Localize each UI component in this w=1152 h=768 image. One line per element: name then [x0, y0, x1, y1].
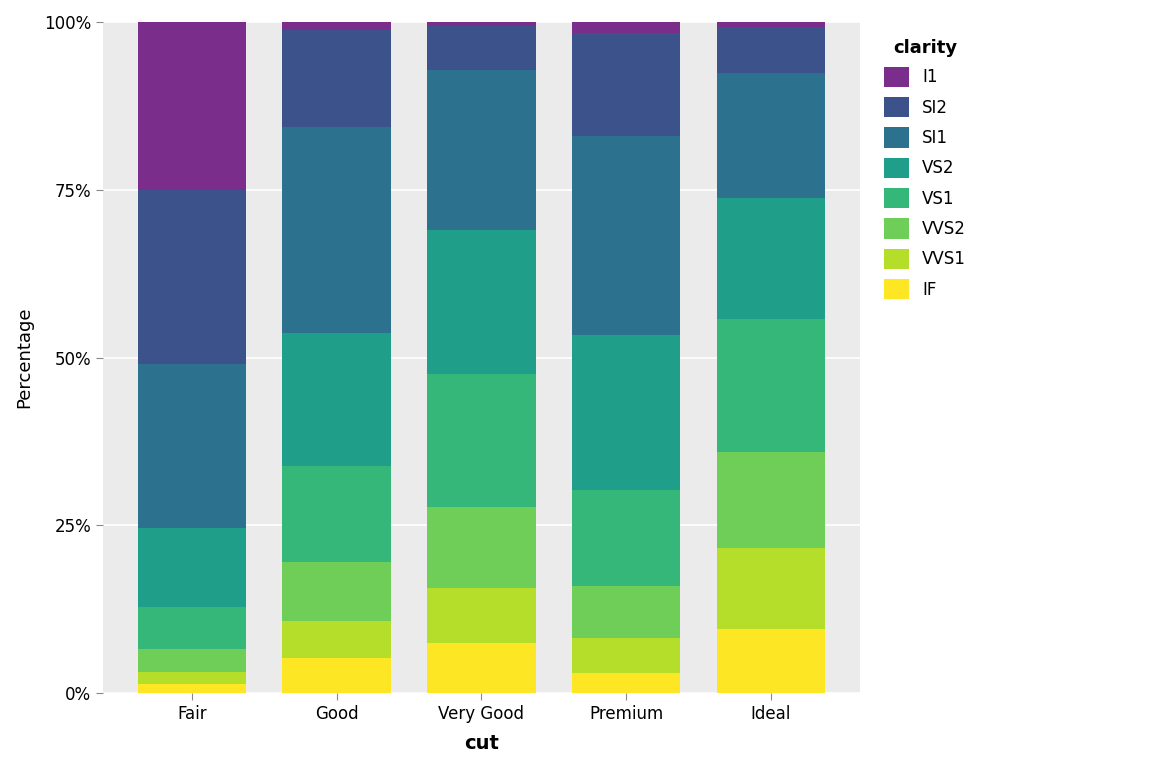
Bar: [282, 466, 391, 562]
Bar: [571, 34, 681, 136]
Bar: [717, 629, 825, 693]
Legend: I1, SI2, SI1, VS2, VS1, VVS2, VVS1, IF: I1, SI2, SI1, VS2, VS1, VVS2, VVS1, IF: [876, 30, 975, 308]
Bar: [282, 127, 391, 333]
Bar: [427, 507, 536, 588]
Bar: [282, 30, 391, 127]
Bar: [717, 27, 825, 73]
Bar: [137, 671, 247, 684]
Bar: [427, 26, 536, 71]
Bar: [427, 71, 536, 230]
Bar: [571, 335, 681, 490]
Bar: [427, 644, 536, 693]
Bar: [571, 638, 681, 673]
X-axis label: cut: cut: [464, 734, 499, 753]
Bar: [137, 684, 247, 693]
Bar: [717, 22, 825, 27]
Bar: [427, 230, 536, 374]
Bar: [717, 452, 825, 548]
Bar: [571, 490, 681, 586]
Bar: [571, 136, 681, 335]
Bar: [571, 22, 681, 34]
Bar: [282, 621, 391, 657]
Bar: [282, 22, 391, 30]
Bar: [427, 22, 536, 26]
Bar: [282, 562, 391, 621]
Bar: [427, 374, 536, 507]
Y-axis label: Percentage: Percentage: [15, 306, 33, 409]
Bar: [282, 333, 391, 466]
Bar: [137, 528, 247, 607]
Bar: [137, 650, 247, 671]
Bar: [137, 364, 247, 528]
Bar: [571, 586, 681, 638]
Bar: [571, 673, 681, 693]
Bar: [717, 73, 825, 198]
Bar: [282, 657, 391, 693]
Bar: [717, 198, 825, 319]
Bar: [137, 190, 247, 364]
Bar: [717, 548, 825, 629]
Bar: [137, 22, 247, 190]
Bar: [137, 607, 247, 650]
Bar: [427, 588, 536, 644]
Bar: [717, 319, 825, 452]
